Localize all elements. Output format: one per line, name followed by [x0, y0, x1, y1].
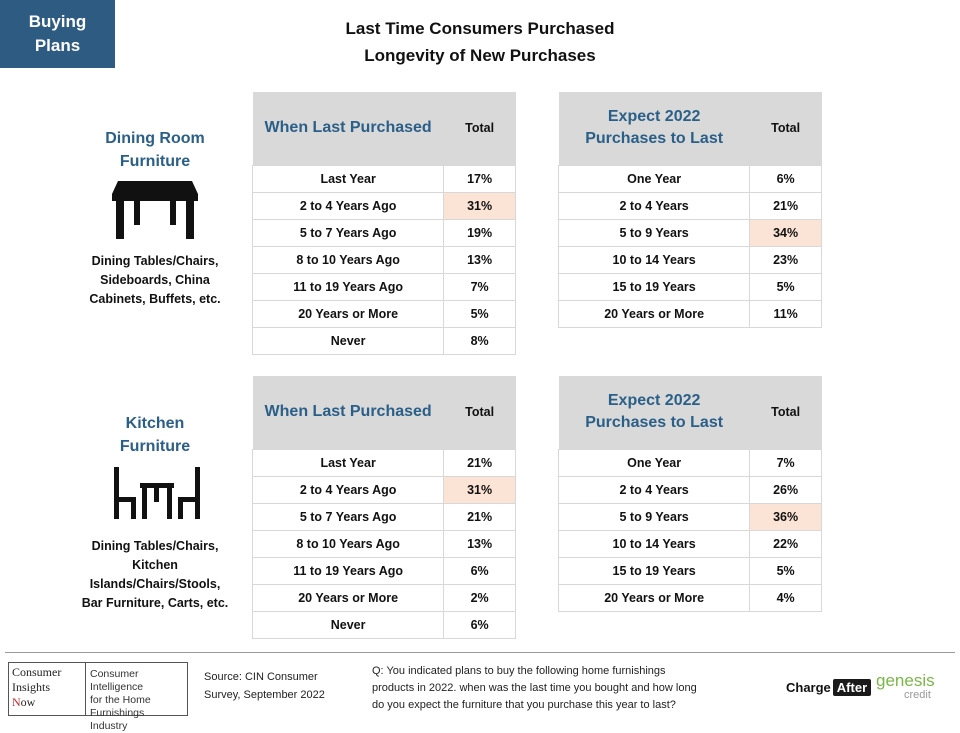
table-row: 11 to 19 Years Ago 6%	[251, 556, 516, 585]
table-header: When Last Purchased	[252, 376, 444, 449]
table-row: 10 to 14 Years 22%	[557, 529, 822, 558]
table-row: 11 to 19 Years Ago 7%	[251, 272, 516, 301]
table-header: Expect 2022 Purchases to Last	[558, 92, 750, 165]
table-row: 15 to 19 Years 5%	[557, 272, 822, 301]
table-row: 8 to 10 Years Ago 13%	[251, 245, 516, 274]
table-row: 2 to 4 Years Ago 31%	[251, 191, 516, 220]
total-header: Total	[749, 376, 822, 449]
kitchen-last-purchased-table: When Last Purchased Total Last Year 21% 2…	[251, 376, 516, 639]
logo-tagline: Consumer Intelligence for the Home Furni…	[90, 668, 151, 732]
total-header: Total	[443, 376, 516, 449]
kitchen-expect-table: Expect 2022 Purchases to Last Total One Y…	[557, 376, 822, 612]
dining-room-description: Dining Tables/Chairs, Sideboards, China …	[89, 254, 221, 306]
table-header: When Last Purchased	[252, 92, 444, 165]
table-row: 5 to 9 Years 34%	[557, 218, 822, 247]
survey-question: Q: You indicated plans to buy the follow…	[372, 665, 697, 711]
table-row: 2 to 4 Years 26%	[557, 475, 822, 504]
total-header: Total	[749, 92, 822, 165]
table-row: Last Year 21%	[251, 448, 516, 477]
dining-room-title: Dining Room Furniture	[105, 130, 205, 170]
dining-table-icon	[112, 181, 198, 239]
table-header: Expect 2022 Purchases to Last	[558, 376, 750, 449]
total-header: Total	[443, 92, 516, 165]
table-row: 20 Years or More 4%	[557, 583, 822, 612]
table-row: One Year 6%	[557, 164, 822, 193]
table-row: Never 8%	[251, 326, 516, 355]
table-row: 20 Years or More 2%	[251, 583, 516, 612]
consumer-insights-now-logo: Consumer Insights Now Consumer Intellige…	[8, 662, 188, 732]
footer-divider	[5, 652, 955, 653]
table-row: 2 to 4 Years 21%	[557, 191, 822, 220]
table-row: Never 6%	[251, 610, 516, 639]
buying-plans-badge: Buying Plans	[0, 0, 115, 68]
logo-wordmark: Consumer Insights Now	[9, 663, 86, 715]
table-row: 20 Years or More 11%	[557, 299, 822, 328]
kitchen-description: Dining Tables/Chairs, Kitchen Islands/Ch…	[81, 539, 229, 610]
table-row: 15 to 19 Years 5%	[557, 556, 822, 585]
table-row: 20 Years or More 5%	[251, 299, 516, 328]
kitchen-title: Kitchen Furniture	[119, 415, 191, 455]
table-row: Last Year 17%	[251, 164, 516, 193]
kitchen-table-chairs-icon	[114, 467, 200, 519]
dining-last-purchased-table: When Last Purchased Total Last Year 17% 2…	[251, 92, 516, 355]
page-subtitle: Longevity of New Purchases	[364, 46, 596, 65]
source-note: Source: CIN Consumer Survey, September 20…	[204, 671, 325, 701]
page-title: Last Time Consumers Purchased	[345, 19, 615, 38]
table-row: 5 to 7 Years Ago 21%	[251, 502, 516, 531]
table-row: One Year 7%	[557, 448, 822, 477]
table-row: 8 to 10 Years Ago 13%	[251, 529, 516, 558]
genesis-credit-logo: genesis credit	[876, 671, 935, 701]
table-row: 5 to 7 Years Ago 19%	[251, 218, 516, 247]
table-row: 10 to 14 Years 23%	[557, 245, 822, 274]
dining-expect-table: Expect 2022 Purchases to Last Total One Y…	[557, 92, 822, 328]
chargeafter-logo: Charge After	[786, 679, 872, 696]
table-row: 5 to 9 Years 36%	[557, 502, 822, 531]
table-row: 2 to 4 Years Ago 31%	[251, 475, 516, 504]
